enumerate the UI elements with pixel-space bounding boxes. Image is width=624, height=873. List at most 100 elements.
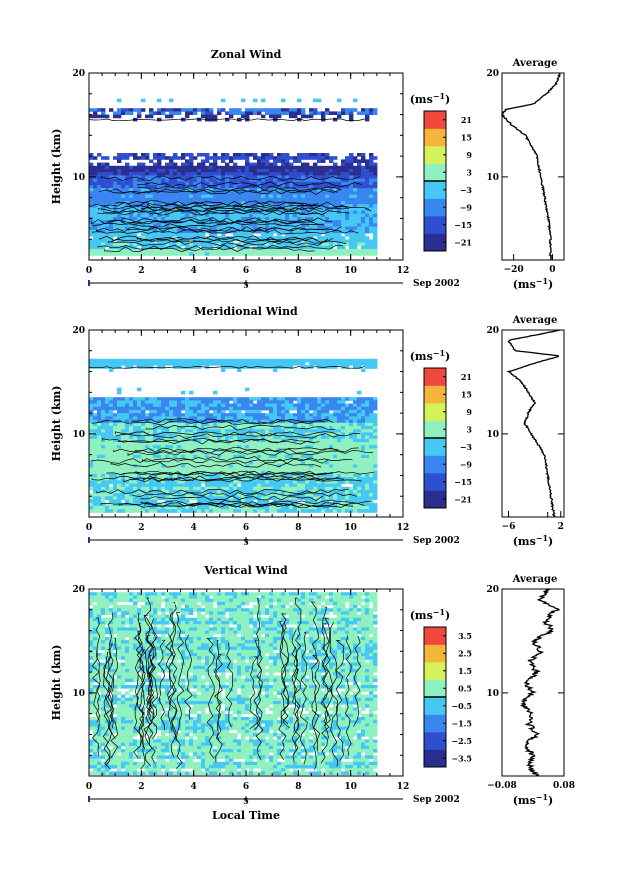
- profile-unit: (ms−1): [513, 276, 554, 291]
- profile-line: [519, 588, 561, 777]
- y-axis: 10 20: [72, 585, 403, 777]
- contour-lines: [88, 366, 374, 509]
- colorbar-swatch: [424, 146, 446, 164]
- contour-line: [144, 502, 349, 509]
- profile-x-tick-label: −20: [504, 265, 524, 275]
- colorbar: 3.5 2.5 1.5 0.5 −0.5 −1.5 −2.5 −3.5 (ms−1): [410, 607, 472, 768]
- contour-line: [206, 637, 215, 759]
- colorbar-swatch: [424, 455, 446, 474]
- contour-line: [127, 226, 324, 232]
- x-tick-label: 12: [397, 782, 410, 792]
- profile-line: [506, 329, 561, 518]
- average-profile: Average −6 2 10 20 (ms−1): [486, 315, 565, 548]
- contour-line: [91, 617, 101, 757]
- contour-line: [149, 618, 159, 740]
- colorbar-label: 3: [466, 424, 472, 434]
- day-marker-label: 5: [243, 537, 249, 547]
- colorbar-label: 3: [466, 167, 472, 177]
- colorbar-label: −21: [454, 494, 472, 504]
- profile-frame: [501, 329, 565, 518]
- contour-line: [103, 204, 350, 210]
- contour-line: [97, 244, 344, 251]
- colorbar-label: −1.5: [451, 718, 472, 728]
- contour-line: [299, 632, 308, 765]
- contour-line: [110, 462, 322, 468]
- contour-line: [140, 495, 324, 502]
- x-axis-label: Local Time: [212, 809, 280, 822]
- profile-unit-exp: −1: [536, 533, 548, 543]
- contour-line: [121, 217, 333, 223]
- contour-line: [118, 501, 365, 507]
- colorbar-swatch: [424, 473, 446, 491]
- x-tick-label: 0: [86, 523, 92, 533]
- x-tick-label: 12: [397, 523, 410, 533]
- y-axis-label: Height (km): [50, 645, 63, 721]
- colorbar-unit-close: ): [445, 93, 450, 106]
- y-tick-label: 10: [72, 430, 85, 440]
- profile-unit-close: ): [548, 794, 553, 807]
- colorbar-swatch: [424, 732, 446, 750]
- average-profile: Average −20 0 10 20 (ms−1): [486, 58, 565, 291]
- panel-2: Meridional Wind 0 2 4 6 8 10 12 10 20 Height (km) 5…: [50, 305, 565, 548]
- colorbar: 21 15 9 3 −3 −9 −15 −21 (ms−1): [410, 91, 473, 252]
- x-tick-label: 2: [138, 266, 144, 276]
- contour-line: [278, 621, 287, 760]
- contour-line: [215, 639, 223, 743]
- contour-line: [214, 653, 223, 763]
- contour-line: [127, 450, 374, 456]
- colorbar-swatch: [424, 644, 446, 663]
- panel-title: Vertical Wind: [203, 564, 288, 577]
- contour-lines: [88, 118, 372, 252]
- contour-line: [335, 640, 345, 761]
- colorbar-swatch: [424, 128, 446, 147]
- y-axis: 10 20: [72, 326, 403, 518]
- profile-y-tick-label: 20: [486, 326, 499, 336]
- day-marker-label: 5: [243, 796, 249, 806]
- colorbar-swatch: [424, 627, 446, 645]
- x-axis: 0 2 4 6 8 10 12: [86, 73, 409, 276]
- contour-line: [311, 654, 321, 752]
- contour-line: [102, 652, 111, 767]
- y-tick-label: 20: [72, 585, 85, 595]
- contour-line: [100, 175, 361, 182]
- panel-title: Meridional Wind: [194, 305, 298, 318]
- x-tick-label: 4: [191, 266, 197, 276]
- contour-line: [142, 475, 340, 482]
- x-tick-label: 6: [243, 266, 249, 276]
- colorbar-unit-close: ): [445, 350, 450, 363]
- colorbar-label: −3.5: [451, 753, 472, 763]
- contour-line: [96, 488, 349, 495]
- colorbar-swatch: [424, 749, 446, 768]
- profile-unit-exp: −1: [536, 276, 548, 286]
- x-axis: 0 2 4 6 8 10 12: [86, 589, 409, 792]
- contour-line: [175, 612, 185, 769]
- contour-line: [165, 634, 174, 731]
- heatmap-field: [89, 592, 378, 775]
- contour-line: [147, 204, 316, 210]
- contour-line: [140, 499, 372, 506]
- colorbar-label: −0.5: [451, 701, 472, 711]
- contour-line: [144, 597, 154, 767]
- contour-line: [130, 418, 334, 424]
- profile-y-tick-label: 10: [486, 173, 499, 183]
- date-label: Sep 2002: [413, 795, 460, 805]
- x-axis: 0 2 4 6 8 10 12: [86, 330, 409, 533]
- colorbar-swatch: [424, 198, 446, 217]
- contour-line: [97, 209, 350, 216]
- colorbar-swatch: [424, 233, 446, 252]
- colorbar-unit: (ms−1): [410, 91, 451, 106]
- contour-line: [169, 602, 178, 741]
- contour-line: [107, 240, 347, 247]
- contour-line: [168, 612, 177, 757]
- colorbar-label: −9: [460, 202, 473, 212]
- colorbar-label: 9: [466, 150, 472, 160]
- contour-line: [142, 456, 353, 462]
- colorbar-unit-base: (ms: [410, 350, 433, 363]
- day-marker-label: 5: [243, 280, 249, 290]
- contour-line: [111, 238, 329, 245]
- contour-line: [280, 621, 289, 725]
- colorbar-label: −21: [454, 237, 472, 247]
- colorbar-swatch: [424, 438, 446, 456]
- x-tick-label: 2: [138, 782, 144, 792]
- y-axis-label: Height (km): [50, 129, 63, 205]
